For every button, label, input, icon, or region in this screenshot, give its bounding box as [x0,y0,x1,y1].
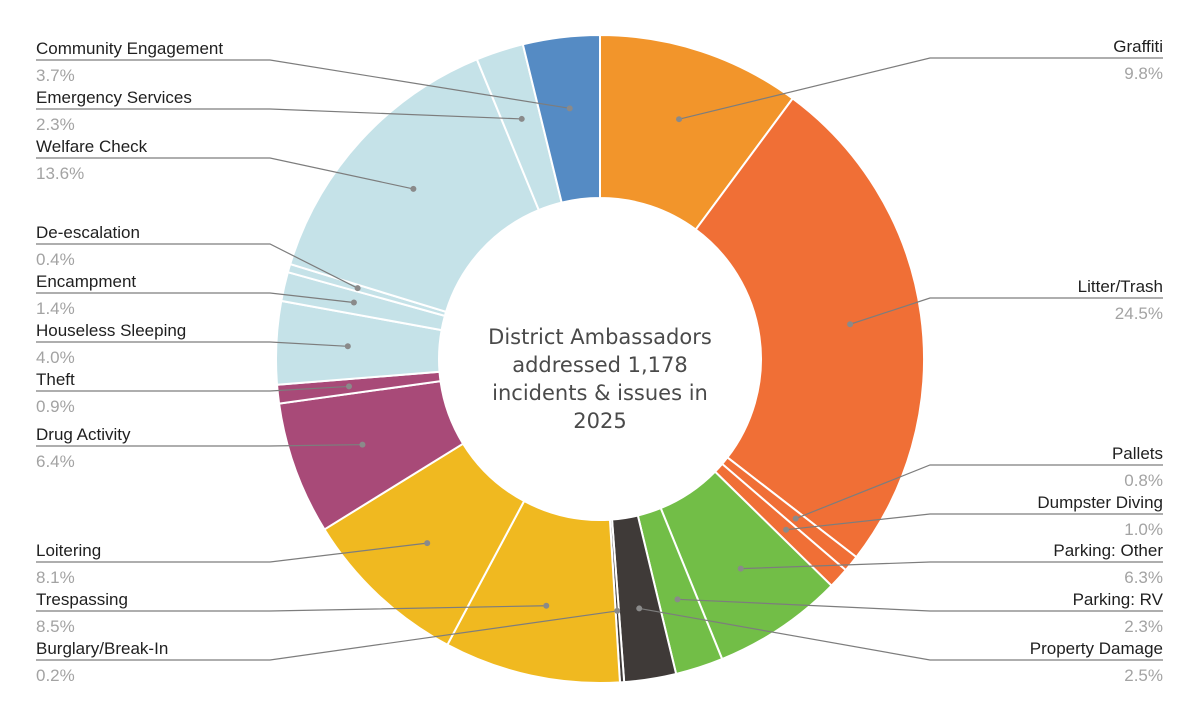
label-drug-activity: Drug Activity [36,425,131,444]
percent-pallets: 0.8% [1124,471,1163,490]
label-de-escalation: De-escalation [36,223,140,242]
label-encampment: Encampment [36,272,136,291]
leader-dot-dumpster-diving [783,526,790,533]
label-pallets: Pallets [1112,444,1163,463]
percent-graffiti: 9.8% [1124,64,1163,83]
percent-trespassing: 8.5% [36,617,75,636]
leader-dot-property-damage [636,605,643,612]
leader-line-drug-activity [36,444,363,447]
leader-line-property-damage [639,607,1163,661]
leader-line-litter-trash [849,297,1163,325]
percent-welfare-check: 13.6% [36,164,84,183]
leader-dot-pallets [792,515,799,522]
leader-dot-welfare-check [410,185,417,192]
leader-line-welfare-check [36,157,414,190]
leader-line-burglary-break-in [36,610,618,661]
leader-line-de-escalation [36,243,358,289]
leader-dot-de-escalation [354,285,361,292]
leader-dot-burglary-break-in [614,607,621,614]
slice-litter-trash [694,97,925,559]
label-emergency-services: Emergency Services [36,88,192,107]
leader-line-trespassing [36,605,547,612]
slice-welfare-check [288,58,541,314]
leader-dot-graffiti [676,116,683,123]
leader-line-parking-rv [677,598,1163,612]
leader-line-emergency-services [36,108,522,120]
label-theft: Theft [36,370,75,389]
leader-dot-community-engagement [566,105,573,112]
percent-emergency-services: 2.3% [36,115,75,134]
center-line-1: District Ambassadors [488,325,712,349]
label-welfare-check: Welfare Check [36,137,148,156]
leader-dot-parking-other [737,565,744,572]
percent-theft: 0.9% [36,397,75,416]
leader-dot-encampment [350,299,357,306]
percent-encampment: 1.4% [36,299,75,318]
leader-dot-parking-rv [674,596,681,603]
label-parking-rv: Parking: RV [1073,590,1164,609]
leader-line-pallets [795,464,1163,520]
leader-dot-litter-trash [847,321,854,328]
label-litter-trash: Litter/Trash [1078,277,1163,296]
leader-dot-drug-activity [359,441,366,448]
leader-line-theft [36,385,350,392]
leader-dot-houseless-sleeping [344,343,351,350]
slices-layer [275,33,925,684]
leader-line-loitering [36,542,428,563]
leader-line-graffiti [678,57,1163,120]
slice-community-engagement [521,33,601,204]
label-trespassing: Trespassing [36,590,128,609]
leader-dot-theft [345,383,352,390]
percent-houseless-sleeping: 4.0% [36,348,75,367]
label-graffiti: Graffiti [1113,37,1163,56]
center-line-4: 2025 [573,409,626,433]
leader-line-houseless-sleeping [36,341,348,347]
center-label: District Ambassadors addressed 1,178 inc… [488,325,712,433]
label-property-damage: Property Damage [1030,639,1163,658]
center-line-3: incidents & issues in [492,381,708,405]
leader-line-parking-other [740,561,1163,570]
percent-property-damage: 2.5% [1124,666,1163,685]
center-line-2: addressed 1,178 [512,353,688,377]
percent-dumpster-diving: 1.0% [1124,520,1163,539]
percent-drug-activity: 6.4% [36,452,75,471]
leader-line-community-engagement [36,59,570,109]
leader-dot-emergency-services [518,115,525,122]
percent-burglary-break-in: 0.2% [36,666,75,685]
label-parking-other: Parking: Other [1053,541,1163,560]
percent-litter-trash: 24.5% [1115,304,1163,323]
percent-parking-rv: 2.3% [1124,617,1163,636]
label-burglary-break-in: Burglary/Break-In [36,639,168,658]
leader-line-encampment [36,292,354,304]
percent-parking-other: 6.3% [1124,568,1163,587]
percent-de-escalation: 0.4% [36,250,75,269]
labels-layer: Graffiti 9.8% Litter/Trash 24.5% Pallets 0.8%… [36,37,1164,685]
percent-community-engagement: 3.7% [36,66,75,85]
label-dumpster-diving: Dumpster Diving [1037,493,1163,512]
label-houseless-sleeping: Houseless Sleeping [36,321,186,340]
label-loitering: Loitering [36,541,101,560]
leader-lines-layer [36,57,1163,661]
leader-line-dumpster-diving [785,513,1163,531]
percent-loitering: 8.1% [36,568,75,587]
leader-dot-loitering [424,540,431,547]
label-community-engagement: Community Engagement [36,39,223,58]
leader-dot-trespassing [543,602,550,609]
